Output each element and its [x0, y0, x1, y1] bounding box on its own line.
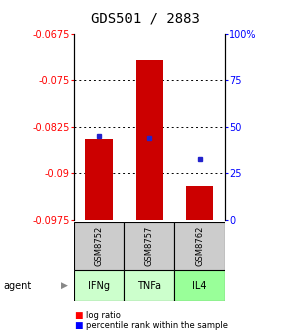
Text: agent: agent [3, 281, 31, 291]
Bar [186, 186, 213, 220]
Bar [74, 222, 124, 270]
Text: ▶: ▶ [61, 281, 68, 290]
Text: log ratio: log ratio [86, 311, 120, 320]
Text: IL4: IL4 [192, 281, 207, 291]
Bar [124, 270, 175, 301]
Bar [74, 270, 124, 301]
Bar [124, 222, 175, 270]
Bar [135, 60, 163, 220]
Text: TNFa: TNFa [137, 281, 161, 291]
Text: GDS501 / 2883: GDS501 / 2883 [90, 12, 200, 26]
Text: ■: ■ [74, 322, 82, 330]
Bar [175, 270, 225, 301]
Text: GSM8762: GSM8762 [195, 226, 204, 266]
Text: ■: ■ [74, 311, 82, 320]
Text: percentile rank within the sample: percentile rank within the sample [86, 322, 228, 330]
Text: IFNg: IFNg [88, 281, 110, 291]
Text: GSM8752: GSM8752 [95, 226, 104, 266]
Text: GSM8757: GSM8757 [145, 226, 154, 266]
Bar [175, 222, 225, 270]
Bar [85, 139, 113, 220]
